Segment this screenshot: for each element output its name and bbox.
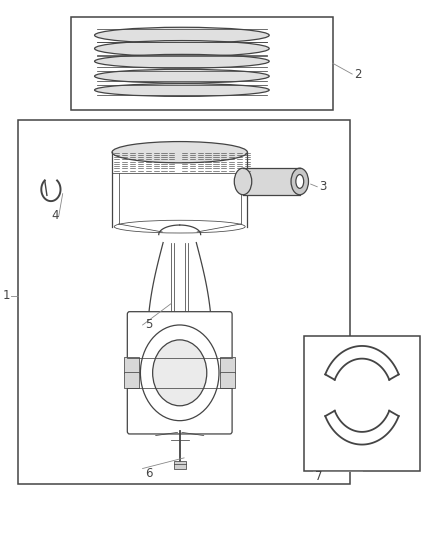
Circle shape xyxy=(141,325,219,421)
Ellipse shape xyxy=(114,220,245,233)
Bar xyxy=(173,461,186,469)
Ellipse shape xyxy=(95,41,269,56)
Bar xyxy=(220,358,235,373)
Bar xyxy=(124,358,139,373)
Bar xyxy=(220,372,235,388)
Ellipse shape xyxy=(95,69,269,83)
Text: 2: 2 xyxy=(354,68,362,80)
Circle shape xyxy=(152,340,207,406)
Bar xyxy=(243,168,300,195)
Bar xyxy=(71,17,332,110)
Ellipse shape xyxy=(95,27,269,43)
Text: 7: 7 xyxy=(315,470,322,483)
Text: 3: 3 xyxy=(319,180,327,193)
FancyBboxPatch shape xyxy=(127,312,232,434)
Ellipse shape xyxy=(95,84,269,96)
Text: 4: 4 xyxy=(51,209,58,222)
Text: 5: 5 xyxy=(145,319,152,332)
Bar xyxy=(18,120,350,484)
Ellipse shape xyxy=(112,142,247,163)
Text: 1: 1 xyxy=(3,289,11,302)
Ellipse shape xyxy=(234,168,252,195)
Bar xyxy=(304,336,420,471)
Ellipse shape xyxy=(296,174,304,188)
Ellipse shape xyxy=(291,168,308,195)
Text: 6: 6 xyxy=(145,467,152,480)
Ellipse shape xyxy=(95,54,269,68)
Bar xyxy=(124,372,139,388)
